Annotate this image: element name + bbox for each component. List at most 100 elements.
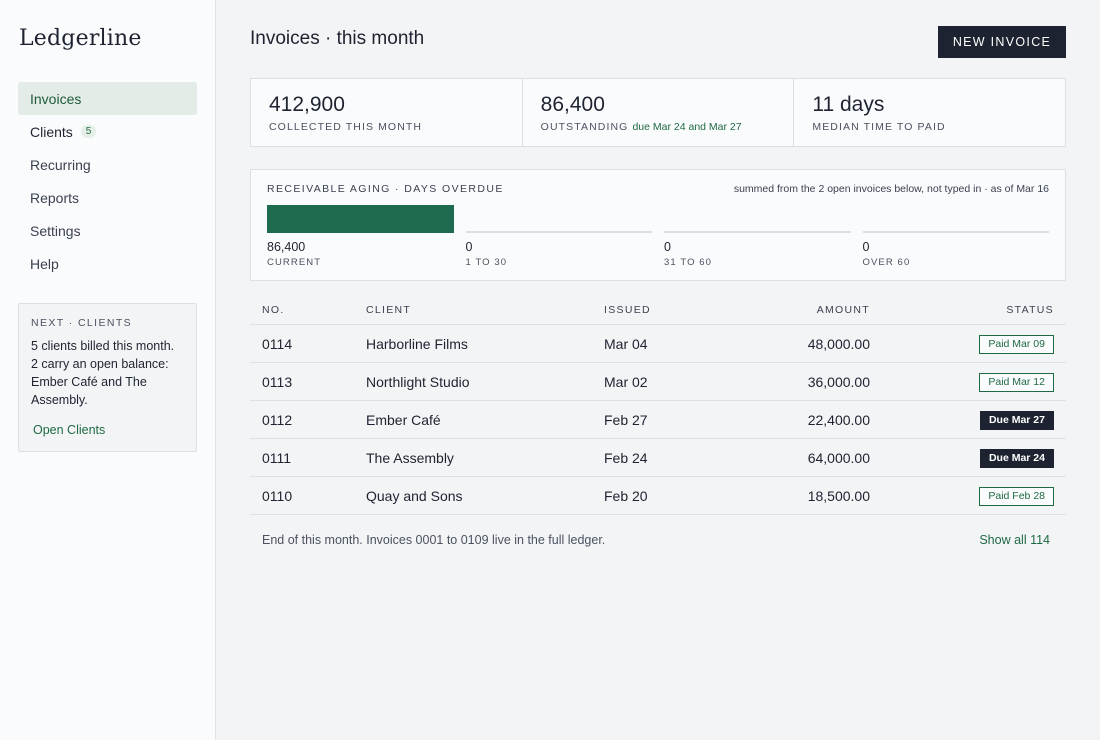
stat-label: COLLECTED THIS MONTH bbox=[269, 121, 522, 133]
open-clients-link[interactable]: Open Clients bbox=[33, 423, 106, 437]
invoice-status-cell: Due Mar 24 bbox=[870, 448, 1066, 468]
invoice-client: The Assembly bbox=[366, 449, 454, 466]
column-header-amount[interactable]: AMOUNT bbox=[816, 303, 870, 316]
invoice-client: Ember Café bbox=[366, 411, 441, 428]
sidebar-item-label: Help bbox=[30, 255, 59, 272]
invoice-client: Harborline Films bbox=[366, 335, 468, 352]
status-badge: Due Mar 27 bbox=[979, 410, 1054, 430]
sidebar-item-label: Invoices bbox=[30, 90, 82, 107]
sidebar-item-label: Reports bbox=[30, 189, 80, 206]
stat-median-time: 11 days MEDIAN TIME TO PAID bbox=[794, 79, 1065, 146]
sidebar-item-recurring[interactable]: Recurring bbox=[18, 148, 197, 181]
sidebar-item-label: Settings bbox=[30, 222, 81, 239]
status-badge: Due Mar 24 bbox=[979, 448, 1054, 468]
stat-label: MEDIAN TIME TO PAID bbox=[812, 121, 1065, 133]
sidebar-item-reports[interactable]: Reports bbox=[18, 181, 197, 214]
bucket-value: 0 bbox=[664, 240, 671, 254]
bucket-bar-track bbox=[862, 205, 1050, 233]
bucket-label: 31 TO 60 bbox=[664, 257, 713, 268]
bucket-bar-track bbox=[664, 205, 851, 233]
invoice-issued-date: Feb 20 bbox=[604, 487, 648, 504]
invoice-amount: 48,000.00 bbox=[807, 335, 870, 352]
invoices-table: NO. CLIENT ISSUED AMOUNT STATUS 0114 Har… bbox=[250, 295, 1066, 515]
bucket-value: 86,400 bbox=[267, 240, 306, 254]
aging-bucket-1-30: 0 1 TO 30 bbox=[465, 205, 653, 268]
new-invoice-button[interactable]: NEW INVOICE bbox=[938, 26, 1066, 58]
stat-label-text: COLLECTED THIS MONTH bbox=[269, 121, 423, 133]
sidebar-item-invoices[interactable]: Invoices bbox=[18, 82, 197, 115]
stats-strip: 412,900 COLLECTED THIS MONTH 86,400 OUTS… bbox=[250, 78, 1066, 147]
bucket-bar bbox=[267, 205, 454, 233]
bucket-value: 0 bbox=[465, 240, 473, 254]
stat-label: OUTSTANDING due Mar 24 and Mar 27 bbox=[541, 121, 794, 133]
invoice-status-cell: Paid Feb 28 bbox=[870, 486, 1066, 506]
invoice-amount: 22,400.00 bbox=[807, 411, 870, 428]
sidebar-item-label: Clients bbox=[30, 123, 73, 140]
bucket-bar-track bbox=[267, 205, 454, 233]
invoice-number: 0112 bbox=[262, 411, 293, 428]
stat-value: 86,400 bbox=[540, 93, 605, 116]
sidebar-item-label: Recurring bbox=[30, 156, 91, 173]
aging-bucket-over-60: 0 OVER 60 bbox=[862, 205, 1050, 268]
app-logo: Ledgerline bbox=[19, 26, 142, 51]
stat-value: 412,900 bbox=[269, 93, 345, 116]
clients-count-badge: 5 bbox=[80, 125, 97, 138]
invoice-status-cell: Due Mar 27 bbox=[870, 410, 1066, 430]
bucket-label: 1 TO 30 bbox=[465, 257, 508, 268]
stat-value: 11 days bbox=[812, 93, 885, 116]
status-badge: Paid Mar 09 bbox=[979, 334, 1054, 354]
invoice-number: 0111 bbox=[262, 449, 292, 466]
table-row[interactable]: 0114 Harborline Films Mar 04 48,000.00 P… bbox=[250, 325, 1066, 363]
table-row[interactable]: 0113 Northlight Studio Mar 02 36,000.00 … bbox=[250, 363, 1066, 401]
sidebar-item-settings[interactable]: Settings bbox=[18, 214, 197, 247]
aging-bucket-31-60: 0 31 TO 60 bbox=[664, 205, 851, 268]
stat-label-text: MEDIAN TIME TO PAID bbox=[812, 121, 946, 133]
bucket-label: CURRENT bbox=[267, 257, 322, 268]
sidebar-item-clients[interactable]: Clients 5 bbox=[18, 115, 197, 148]
stat-due-note: due Mar 24 and Mar 27 bbox=[632, 121, 742, 133]
aging-note: summed from the 2 open invoices below, n… bbox=[733, 183, 1049, 195]
table-footer: End of this month. Invoices 0001 to 0109… bbox=[262, 533, 1050, 547]
bucket-value: 0 bbox=[862, 240, 870, 254]
invoice-number: 0110 bbox=[262, 487, 293, 504]
invoice-issued-date: Feb 24 bbox=[604, 449, 648, 466]
stat-label-text: OUTSTANDING bbox=[540, 121, 629, 133]
invoice-number: 0113 bbox=[262, 373, 293, 390]
invoice-amount: 36,000.00 bbox=[807, 373, 870, 390]
column-header-issued[interactable]: ISSUED bbox=[604, 303, 651, 316]
footer-note: End of this month. Invoices 0001 to 0109… bbox=[262, 533, 606, 547]
invoice-issued-date: Feb 27 bbox=[604, 411, 648, 428]
status-badge: Paid Feb 28 bbox=[979, 486, 1054, 506]
page-title: Invoices · this month bbox=[250, 28, 425, 49]
receivable-aging-panel: RECEIVABLE AGING · DAYS OVERDUE summed f… bbox=[250, 169, 1066, 281]
column-header-client[interactable]: CLIENT bbox=[366, 303, 412, 316]
bucket-label: OVER 60 bbox=[862, 257, 911, 268]
invoice-issued-date: Mar 02 bbox=[604, 373, 648, 390]
sidebar-nav: Invoices Clients 5 Recurring Reports Set… bbox=[18, 82, 197, 280]
table-row[interactable]: 0111 The Assembly Feb 24 64,000.00 Due M… bbox=[250, 439, 1066, 477]
bucket-bar-track bbox=[465, 205, 653, 233]
next-card-body: 5 clients billed this month. 2 carry an … bbox=[31, 339, 175, 407]
next-card-title: NEXT · CLIENTS bbox=[31, 317, 133, 329]
column-header-status[interactable]: STATUS bbox=[1006, 303, 1054, 316]
next-clients-card: NEXT · CLIENTS 5 clients billed this mon… bbox=[18, 303, 197, 452]
invoice-client: Northlight Studio bbox=[366, 373, 470, 390]
aging-title: RECEIVABLE AGING · DAYS OVERDUE bbox=[267, 183, 504, 195]
status-badge: Paid Mar 12 bbox=[979, 372, 1054, 392]
column-header-no[interactable]: NO. bbox=[262, 303, 285, 316]
table-row[interactable]: 0112 Ember Café Feb 27 22,400.00 Due Mar… bbox=[250, 401, 1066, 439]
invoice-client: Quay and Sons bbox=[366, 487, 463, 504]
aging-header: RECEIVABLE AGING · DAYS OVERDUE summed f… bbox=[267, 183, 1049, 195]
stat-outstanding: 86,400 OUTSTANDING due Mar 24 and Mar 27 bbox=[523, 79, 795, 146]
aging-bucket-current: 86,400 CURRENT bbox=[267, 205, 454, 268]
invoice-issued-date: Mar 04 bbox=[604, 335, 648, 352]
invoice-status-cell: Paid Mar 09 bbox=[870, 334, 1066, 354]
show-all-link[interactable]: Show all 114 bbox=[979, 533, 1050, 547]
invoice-number: 0114 bbox=[262, 335, 293, 352]
sidebar: Ledgerline Invoices Clients 5 Recurring … bbox=[0, 0, 216, 740]
table-header-row: NO. CLIENT ISSUED AMOUNT STATUS bbox=[250, 295, 1066, 325]
invoice-amount: 64,000.00 bbox=[807, 449, 870, 466]
table-row[interactable]: 0110 Quay and Sons Feb 20 18,500.00 Paid… bbox=[250, 477, 1066, 515]
sidebar-item-help[interactable]: Help bbox=[18, 247, 197, 280]
invoice-amount: 18,500.00 bbox=[807, 487, 870, 504]
